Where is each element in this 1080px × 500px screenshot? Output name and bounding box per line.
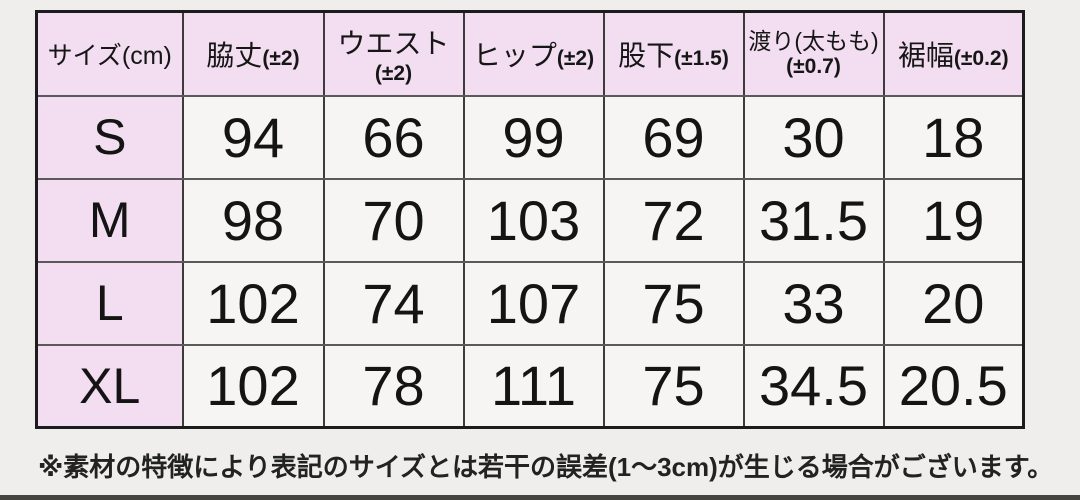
table-row: S 94 66 99 69 30 18 xyxy=(35,94,1025,180)
column-header-tolerance: (±2) xyxy=(374,61,413,85)
column-header-waist: ウエスト(±2) xyxy=(322,10,465,97)
value-cell: 75 xyxy=(602,260,745,346)
column-header-tolerance: (±0.2) xyxy=(953,46,1009,70)
value-cell: 111 xyxy=(462,343,605,429)
value-cell: 31.5 xyxy=(742,177,885,263)
value-cell: 33 xyxy=(742,260,885,346)
column-header-label: 股下 xyxy=(618,39,675,71)
column-header-label: 渡り(太もも) xyxy=(748,28,879,55)
value-cell: 18 xyxy=(882,94,1025,180)
value-cell: 98 xyxy=(181,177,325,263)
bottom-edge-bar xyxy=(0,495,1080,500)
value-cell: 20.5 xyxy=(882,343,1025,429)
value-cell: 103 xyxy=(462,177,605,263)
value-cell: 75 xyxy=(602,343,745,429)
table-row: M 98 70 103 72 31.5 19 xyxy=(35,177,1025,263)
column-header-label: 脇丈 xyxy=(206,39,263,71)
size-chart: サイズ(cm) 脇丈(±2) ウエスト(±2) ヒップ(±2) 股下(±1.5)… xyxy=(35,10,1025,429)
column-header-inseam: 股下(±1.5) xyxy=(602,10,745,97)
column-header-side-length: 脇丈(±2) xyxy=(181,10,325,97)
value-cell: 34.5 xyxy=(742,343,885,429)
value-cell: 19 xyxy=(882,177,1025,263)
material-disclaimer-note: ※素材の特徴により表記のサイズとは若干の誤差(1〜3cm)が生じる場合がございま… xyxy=(38,452,1054,482)
value-cell: 20 xyxy=(882,260,1025,346)
column-header-label: サイズ(cm) xyxy=(47,41,172,70)
value-cell: 66 xyxy=(322,94,465,180)
column-header-hem-width: 裾幅(±0.2) xyxy=(882,10,1025,97)
size-chart-table: サイズ(cm) 脇丈(±2) ウエスト(±2) ヒップ(±2) 股下(±1.5)… xyxy=(35,10,1025,429)
value-cell: 72 xyxy=(602,177,745,263)
value-cell: 99 xyxy=(462,94,605,180)
column-header-tolerance: (±0.7) xyxy=(786,54,841,78)
column-header-tolerance: (±2) xyxy=(556,46,595,70)
value-cell: 70 xyxy=(322,177,465,263)
value-cell: 69 xyxy=(602,94,745,180)
value-cell: 102 xyxy=(181,343,325,429)
size-label-s: S xyxy=(35,94,184,180)
table-row: XL 102 78 111 75 34.5 20.5 xyxy=(35,343,1025,429)
value-cell: 74 xyxy=(322,260,465,346)
value-cell: 94 xyxy=(181,94,325,180)
column-header-size: サイズ(cm) xyxy=(35,10,184,97)
column-header-label: 裾幅 xyxy=(897,39,954,71)
value-cell: 102 xyxy=(181,260,325,346)
size-label-l: L xyxy=(35,260,184,346)
column-header-label: ヒップ xyxy=(472,39,557,71)
header-row: サイズ(cm) 脇丈(±2) ウエスト(±2) ヒップ(±2) 股下(±1.5)… xyxy=(35,10,1025,97)
column-header-tolerance: (±1.5) xyxy=(674,46,729,70)
value-cell: 78 xyxy=(322,343,465,429)
size-label-m: M xyxy=(35,177,184,263)
table-row: L 102 74 107 75 33 20 xyxy=(35,260,1025,346)
value-cell: 107 xyxy=(462,260,605,346)
column-header-hip: ヒップ(±2) xyxy=(462,10,605,97)
value-cell: 30 xyxy=(742,94,885,180)
column-header-thigh: 渡り(太もも) (±0.7) xyxy=(742,10,885,97)
column-header-tolerance: (±2) xyxy=(262,46,300,70)
column-header-label: ウエスト xyxy=(337,27,450,59)
size-label-xl: XL xyxy=(35,343,184,429)
